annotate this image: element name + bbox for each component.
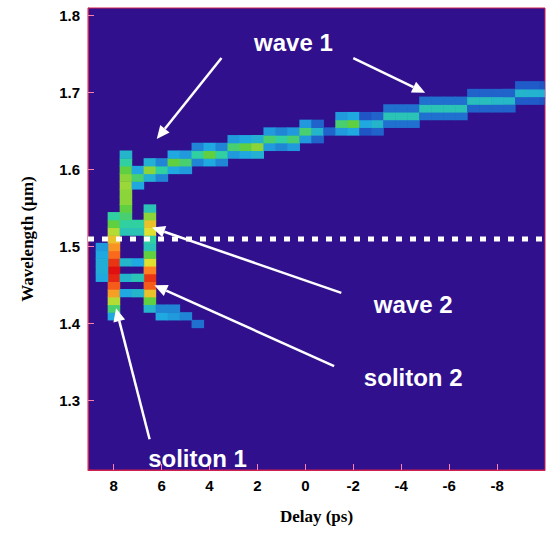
svg-text:4: 4 <box>205 477 214 494</box>
svg-text:Wavelength (µm): Wavelength (µm) <box>18 176 37 301</box>
svg-text:1.7: 1.7 <box>59 84 80 101</box>
svg-text:8: 8 <box>109 477 117 494</box>
svg-text:-4: -4 <box>395 477 409 494</box>
svg-text:wave 1: wave 1 <box>253 29 333 56</box>
svg-text:6: 6 <box>157 477 165 494</box>
svg-text:-8: -8 <box>490 477 503 494</box>
svg-text:1.5: 1.5 <box>59 238 80 255</box>
svg-text:1.4: 1.4 <box>59 315 81 332</box>
svg-text:0: 0 <box>301 477 309 494</box>
svg-text:soliton 1: soliton 1 <box>148 445 247 472</box>
svg-text:1.3: 1.3 <box>59 392 80 409</box>
svg-text:-2: -2 <box>347 477 360 494</box>
svg-text:wave 2: wave 2 <box>373 291 453 318</box>
svg-text:soliton 2: soliton 2 <box>364 364 463 391</box>
svg-text:1.6: 1.6 <box>59 161 80 178</box>
svg-text:Delay (ps): Delay (ps) <box>280 507 353 526</box>
svg-text:2: 2 <box>253 477 261 494</box>
svg-text:-6: -6 <box>442 477 455 494</box>
svg-text:1.8: 1.8 <box>59 7 80 24</box>
